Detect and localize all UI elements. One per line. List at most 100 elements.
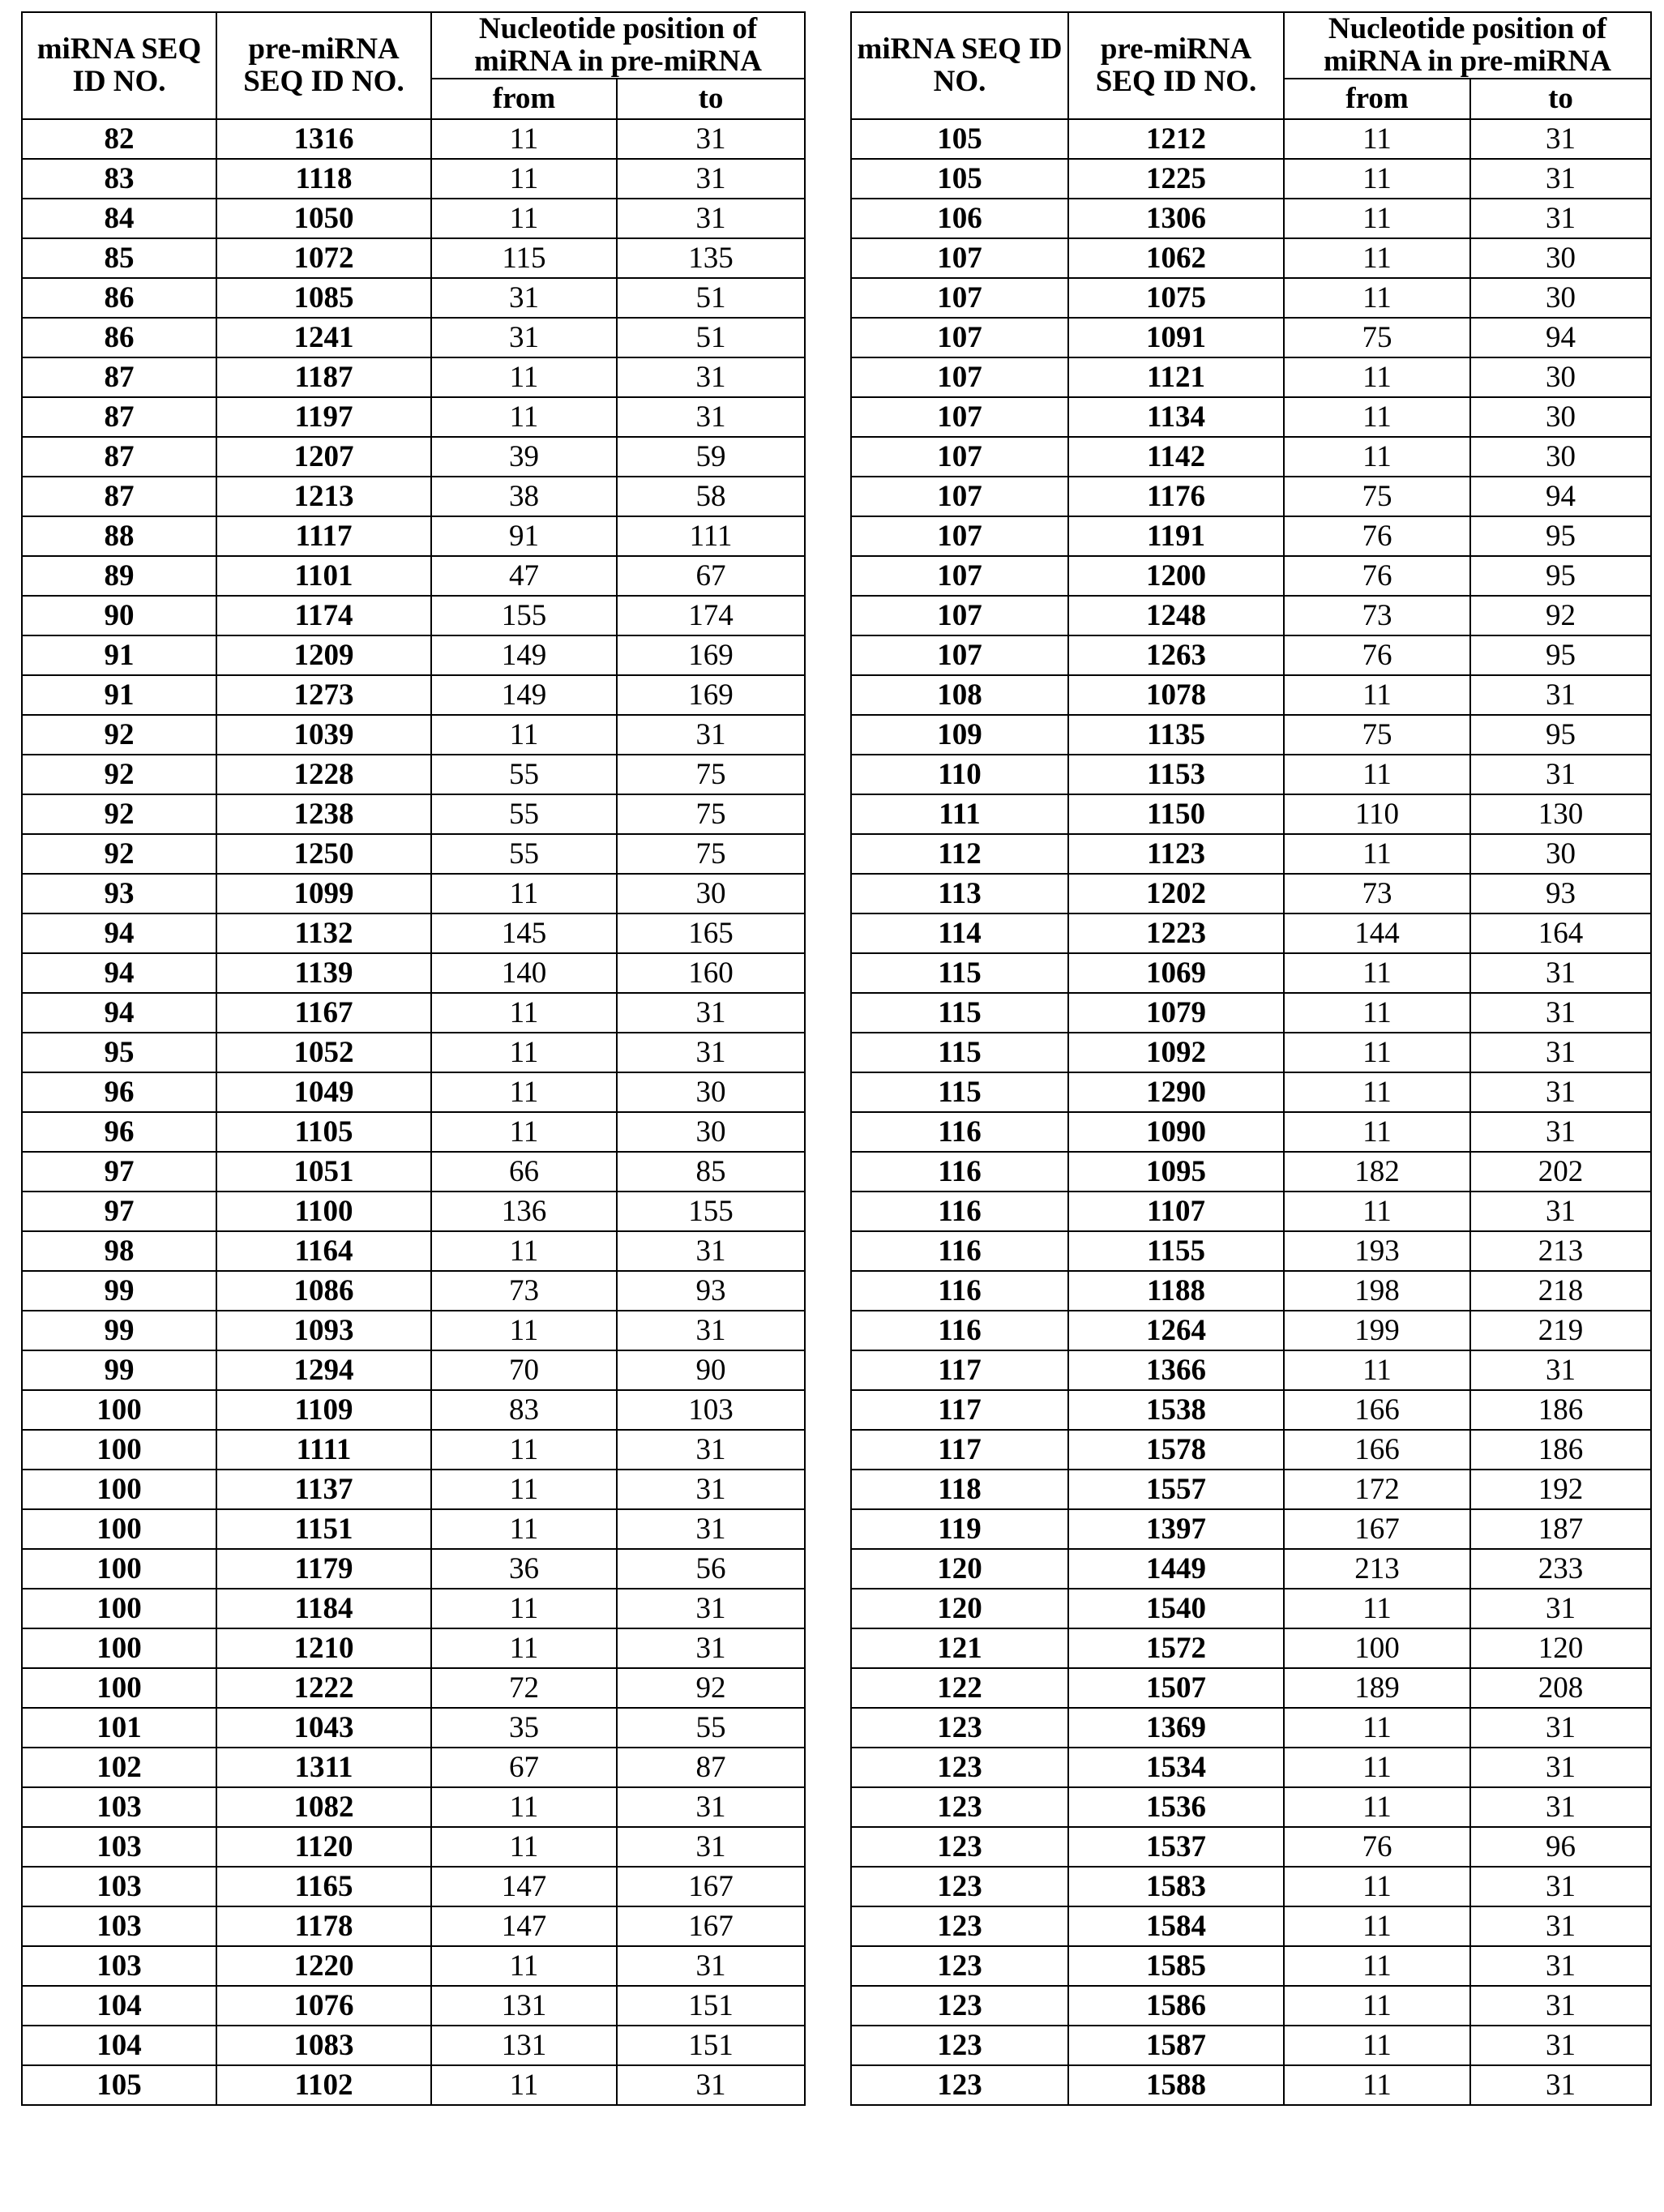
to-cell: 93 (617, 1271, 805, 1311)
to-cell: 31 (1470, 1072, 1651, 1112)
from-cell: 11 (1284, 1112, 1470, 1152)
table-row: 1211572100120 (851, 1628, 1651, 1668)
mirna-id-cell: 107 (851, 556, 1068, 596)
table-row: 12315341131 (851, 1748, 1651, 1787)
pre-mirna-id-cell: 1142 (1068, 437, 1284, 477)
pre-mirna-id-cell: 1091 (1068, 318, 1284, 357)
to-cell: 95 (1470, 635, 1651, 675)
to-cell: 186 (1470, 1390, 1651, 1430)
to-cell: 192 (1470, 1470, 1651, 1509)
from-cell: 11 (1284, 1350, 1470, 1390)
table-row: 10710621130 (851, 238, 1651, 278)
mirna-id-cell: 103 (22, 1827, 216, 1867)
pre-mirna-id-cell: 1151 (216, 1509, 431, 1549)
from-cell: 100 (1284, 1628, 1470, 1668)
table-row: 12015401131 (851, 1589, 1651, 1628)
mirna-id-cell: 104 (22, 2026, 216, 2065)
mirna-id-cell: 116 (851, 1112, 1068, 1152)
from-cell: 147 (431, 1906, 617, 1946)
table-row: 10712487392 (851, 596, 1651, 635)
to-cell: 169 (617, 635, 805, 675)
pre-mirna-id-cell: 1043 (216, 1708, 431, 1748)
table-row: 9510521131 (22, 1033, 805, 1072)
to-cell: 31 (617, 1470, 805, 1509)
table-row: 10710917594 (851, 318, 1651, 357)
right-table: miRNA SEQ ID NO. pre-miRNA SEQ ID NO. Nu… (850, 11, 1652, 2106)
pre-mirna-id-cell: 1264 (1068, 1311, 1284, 1350)
pre-mirna-id-cell: 1165 (216, 1867, 431, 1906)
to-cell: 85 (617, 1152, 805, 1192)
to-cell: 31 (1470, 1787, 1651, 1827)
pre-mirna-id-cell: 1120 (216, 1827, 431, 1867)
from-cell: 166 (1284, 1390, 1470, 1430)
table-row: 12315841131 (851, 1906, 1651, 1946)
pre-mirna-id-cell: 1241 (216, 318, 431, 357)
pre-mirna-id-cell: 1366 (1068, 1350, 1284, 1390)
mirna-id-cell: 117 (851, 1350, 1068, 1390)
to-cell: 75 (617, 834, 805, 874)
from-cell: 76 (1284, 516, 1470, 556)
pre-mirna-id-cell: 1210 (216, 1628, 431, 1668)
table-row: 11713661131 (851, 1350, 1651, 1390)
table-row: 941139140160 (22, 953, 805, 993)
to-cell: 167 (617, 1867, 805, 1906)
table-row: 1171578166186 (851, 1430, 1651, 1470)
to-cell: 31 (617, 1509, 805, 1549)
pre-mirna-id-cell: 1585 (1068, 1946, 1284, 1986)
table-row: 1161188198218 (851, 1271, 1651, 1311)
to-cell: 213 (1470, 1231, 1651, 1271)
table-row: 1111150110130 (851, 794, 1651, 834)
mirna-id-cell: 108 (851, 675, 1068, 715)
left-table-body: 8213161131831118113184105011318510721151… (22, 119, 805, 2105)
from-cell: 193 (1284, 1231, 1470, 1271)
to-cell: 31 (617, 159, 805, 199)
from-cell: 189 (1284, 1668, 1470, 1708)
table-row: 1041076131151 (22, 1986, 805, 2026)
pre-mirna-id-cell: 1238 (216, 794, 431, 834)
from-cell: 11 (1284, 159, 1470, 199)
table-row: 10711421130 (851, 437, 1651, 477)
from-cell: 35 (431, 1708, 617, 1748)
to-cell: 167 (617, 1906, 805, 1946)
from-cell: 11 (1284, 2065, 1470, 2105)
mirna-id-cell: 119 (851, 1509, 1068, 1549)
mirna-id-cell: 110 (851, 755, 1068, 794)
mirna-id-cell: 86 (22, 278, 216, 318)
pre-mirna-id-cell: 1132 (216, 913, 431, 953)
header-from: from (431, 79, 617, 119)
to-cell: 31 (1470, 1906, 1651, 1946)
mirna-id-cell: 102 (22, 1748, 216, 1787)
pre-mirna-id-cell: 1099 (216, 874, 431, 913)
from-cell: 11 (1284, 1986, 1470, 2026)
table-row: 9310991130 (22, 874, 805, 913)
to-cell: 31 (617, 1033, 805, 1072)
pre-mirna-id-cell: 1248 (1068, 596, 1284, 635)
from-cell: 11 (1284, 397, 1470, 437)
pre-mirna-id-cell: 1202 (1068, 874, 1284, 913)
mirna-id-cell: 100 (22, 1549, 216, 1589)
pre-mirna-id-cell: 1228 (216, 755, 431, 794)
to-cell: 31 (617, 1827, 805, 1867)
pre-mirna-id-cell: 1187 (216, 357, 431, 397)
from-cell: 11 (431, 119, 617, 159)
table-row: 10712007695 (851, 556, 1651, 596)
pre-mirna-id-cell: 1111 (216, 1430, 431, 1470)
mirna-id-cell: 115 (851, 993, 1068, 1033)
from-cell: 47 (431, 556, 617, 596)
to-cell: 31 (617, 2065, 805, 2105)
header-mirna-seq-id: miRNA SEQ ID NO. (22, 12, 216, 119)
pre-mirna-id-cell: 1200 (1068, 556, 1284, 596)
pre-mirna-id-cell: 1316 (216, 119, 431, 159)
mirna-id-cell: 123 (851, 2065, 1068, 2105)
from-cell: 11 (431, 397, 617, 437)
mirna-id-cell: 99 (22, 1271, 216, 1311)
pre-mirna-id-cell: 1107 (1068, 1192, 1284, 1231)
table-row: 12315881131 (851, 2065, 1651, 2105)
to-cell: 55 (617, 1708, 805, 1748)
from-cell: 11 (1284, 199, 1470, 238)
table-row: 10213116787 (22, 1748, 805, 1787)
to-cell: 165 (617, 913, 805, 953)
table-row: 8612413151 (22, 318, 805, 357)
from-cell: 145 (431, 913, 617, 953)
table-row: 12315377696 (851, 1827, 1651, 1867)
